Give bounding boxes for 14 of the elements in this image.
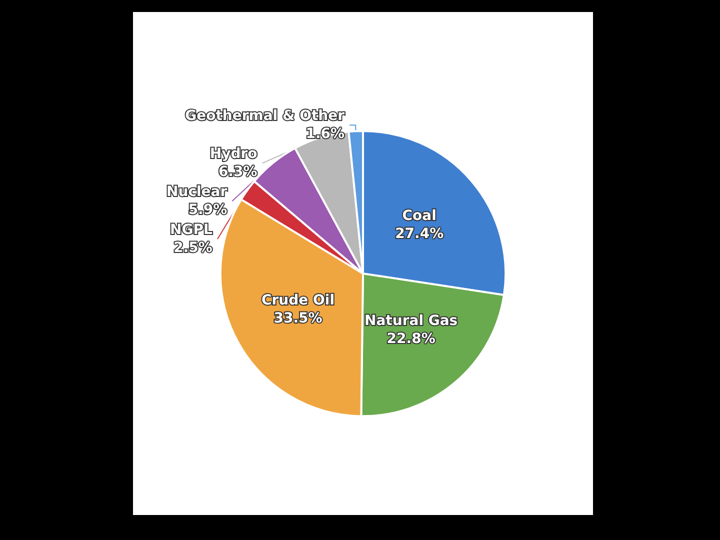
data-label: 33.5%	[274, 310, 322, 327]
data-label: 22.8%	[386, 331, 436, 348]
slice-label: Crude Oil	[261, 292, 335, 309]
data-label: 27.4%	[395, 226, 444, 242]
data-label: 1.6%	[306, 126, 345, 142]
slice-label: Geothermal & Other	[185, 108, 345, 124]
slice-label: Hydro	[210, 146, 258, 162]
data-label: 6.3%	[218, 164, 258, 180]
slice-label: NGPL	[170, 222, 212, 238]
slice-label: Coal	[402, 208, 436, 224]
slice-label: Natural Gas	[364, 313, 458, 330]
slice-label: Nuclear	[166, 184, 228, 200]
data-label: 2.5%	[174, 240, 212, 256]
data-label: 5.9%	[188, 202, 228, 218]
